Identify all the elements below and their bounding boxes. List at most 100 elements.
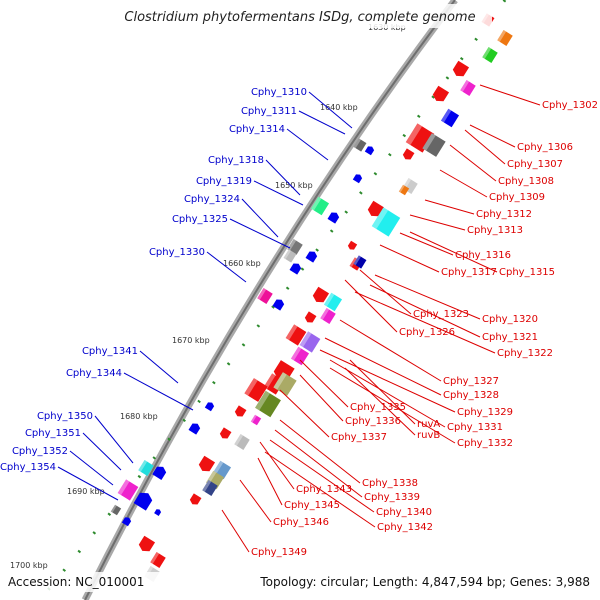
- reverse-gene[interactable]: [366, 200, 385, 220]
- reverse-gene-label[interactable]: Cphy_1349: [251, 547, 307, 558]
- reverse-gene-label[interactable]: Cphy_1340: [376, 507, 432, 518]
- reverse-gene-label[interactable]: Cphy_1309: [489, 192, 545, 203]
- reverse-gene-label[interactable]: Cphy_1337: [331, 432, 387, 443]
- forward-gene[interactable]: [138, 460, 154, 476]
- reverse-gene[interactable]: [234, 405, 247, 418]
- forward-gene-label[interactable]: Cphy_1318: [208, 155, 264, 166]
- forward-gene[interactable]: [117, 479, 139, 501]
- reverse-gene[interactable]: [304, 311, 317, 324]
- forward-gene-label[interactable]: Cphy_1319: [196, 176, 252, 187]
- reverse-gene[interactable]: [440, 108, 460, 128]
- reverse-gene[interactable]: [244, 378, 268, 402]
- reverse-gene[interactable]: [422, 133, 446, 157]
- forward-gene[interactable]: [310, 196, 330, 216]
- reverse-gene-label[interactable]: Cphy_1322: [497, 348, 553, 359]
- reverse-gene-label[interactable]: Cphy_1321: [482, 332, 538, 343]
- reverse-gene-label[interactable]: Cphy_1313: [467, 225, 523, 236]
- reverse-gene[interactable]: [347, 240, 358, 252]
- forward-gene-label[interactable]: Cphy_1325: [172, 214, 228, 225]
- reverse-gene-label[interactable]: Cphy_1327: [443, 376, 499, 387]
- forward-gene-label[interactable]: Cphy_1344: [66, 368, 122, 379]
- reverse-gene[interactable]: [189, 493, 202, 506]
- reverse-gene[interactable]: [299, 331, 321, 353]
- forward-gene-label[interactable]: Cphy_1311: [241, 106, 297, 117]
- reverse-gene[interactable]: [150, 552, 166, 568]
- reverse-gene[interactable]: [290, 346, 310, 366]
- reverse-gene-label[interactable]: Cphy_1307: [507, 159, 563, 170]
- reverse-gene-label[interactable]: Cphy_1345: [284, 500, 340, 511]
- reverse-gene[interactable]: [271, 360, 295, 384]
- forward-gene[interactable]: [353, 138, 367, 152]
- reverse-gene[interactable]: [219, 427, 232, 440]
- reverse-gene-label[interactable]: Cphy_1317: [441, 267, 497, 278]
- reverse-gene-label[interactable]: Cphy_1306: [517, 142, 573, 153]
- forward-gene[interactable]: [133, 489, 155, 511]
- forward-gene[interactable]: [152, 464, 168, 480]
- reverse-gene-label[interactable]: ruvB: [417, 430, 440, 441]
- forward-gene[interactable]: [121, 516, 132, 527]
- forward-gene-label[interactable]: Cphy_1350: [37, 411, 93, 422]
- reverse-gene[interactable]: [402, 148, 415, 161]
- reverse-gene[interactable]: [460, 80, 476, 96]
- reverse-gene-label[interactable]: Cphy_1323: [413, 309, 469, 320]
- reverse-gene-label[interactable]: Cphy_1339: [364, 492, 420, 503]
- reverse-gene-label[interactable]: Cphy_1342: [377, 522, 433, 533]
- reverse-gene-label[interactable]: Cphy_1316: [455, 250, 511, 261]
- forward-gene-label[interactable]: Cphy_1314: [229, 124, 285, 135]
- reverse-gene-label[interactable]: Cphy_1332: [457, 438, 513, 449]
- reverse-gene-label[interactable]: Cphy_1331: [447, 422, 503, 433]
- reverse-gene-label[interactable]: Cphy_1315: [499, 267, 555, 278]
- forward-gene-label[interactable]: Cphy_1310: [251, 87, 307, 98]
- reverse-gene[interactable]: [497, 30, 513, 46]
- forward-gene[interactable]: [327, 210, 341, 224]
- forward-gene[interactable]: [352, 173, 363, 184]
- forward-gene-label[interactable]: Cphy_1351: [25, 428, 81, 439]
- forward-gene[interactable]: [364, 145, 375, 156]
- reverse-gene[interactable]: [197, 455, 216, 475]
- reverse-gene-label[interactable]: ruvA: [417, 419, 440, 430]
- forward-gene-label[interactable]: Cphy_1324: [184, 194, 240, 205]
- reverse-gene[interactable]: [137, 535, 156, 555]
- reverse-gene-label[interactable]: Cphy_1346: [273, 517, 329, 528]
- reverse-gene[interactable]: [371, 207, 401, 237]
- forward-strand-genes: [110, 138, 375, 527]
- forward-gene-label[interactable]: Cphy_1352: [12, 446, 68, 457]
- reverse-gene-label[interactable]: Cphy_1326: [399, 327, 455, 338]
- reverse-gene[interactable]: [311, 286, 330, 306]
- reverse-gene[interactable]: [250, 414, 262, 426]
- forward-gene-label[interactable]: Cphy_1330: [149, 247, 205, 258]
- reverse-gene-label[interactable]: Cphy_1329: [457, 407, 513, 418]
- forward-gene[interactable]: [305, 249, 319, 263]
- forward-gene-label[interactable]: Cphy_1354: [0, 462, 56, 473]
- forward-gene-label[interactable]: Cphy_1341: [82, 346, 138, 357]
- reverse-gene[interactable]: [323, 292, 343, 312]
- forward-gene[interactable]: [154, 508, 162, 516]
- reverse-gene[interactable]: [202, 480, 218, 496]
- reverse-gene[interactable]: [482, 47, 498, 63]
- forward-gene[interactable]: [289, 261, 303, 275]
- reverse-gene[interactable]: [320, 308, 336, 324]
- reverse-gene-label[interactable]: Cphy_1320: [482, 314, 538, 325]
- forward-gene[interactable]: [110, 504, 122, 516]
- reverse-gene[interactable]: [234, 434, 250, 450]
- reverse-gene-label[interactable]: Cphy_1336: [345, 416, 401, 427]
- forward-gene[interactable]: [204, 401, 215, 412]
- reverse-gene[interactable]: [398, 184, 410, 196]
- reverse-gene-label[interactable]: Cphy_1338: [362, 478, 418, 489]
- reverse-gene[interactable]: [285, 324, 307, 346]
- forward-gene[interactable]: [272, 297, 286, 311]
- reverse-gene[interactable]: [431, 85, 450, 105]
- reverse-gene[interactable]: [451, 60, 470, 80]
- reverse-gene-label[interactable]: Cphy_1328: [443, 390, 499, 401]
- reverse-gene[interactable]: [273, 372, 297, 396]
- reverse-gene-label[interactable]: Cphy_1335: [350, 402, 406, 413]
- forward-gene[interactable]: [188, 421, 202, 435]
- reverse-gene[interactable]: [353, 255, 367, 269]
- reverse-gene-label[interactable]: Cphy_1312: [476, 209, 532, 220]
- reverse-gene[interactable]: [255, 390, 281, 418]
- reverse-gene-label[interactable]: Cphy_1343: [296, 484, 352, 495]
- forward-gene[interactable]: [257, 288, 273, 304]
- reverse-gene-label[interactable]: Cphy_1302: [542, 100, 598, 111]
- reverse-gene-label[interactable]: Cphy_1308: [498, 176, 554, 187]
- forward-gene[interactable]: [283, 249, 297, 263]
